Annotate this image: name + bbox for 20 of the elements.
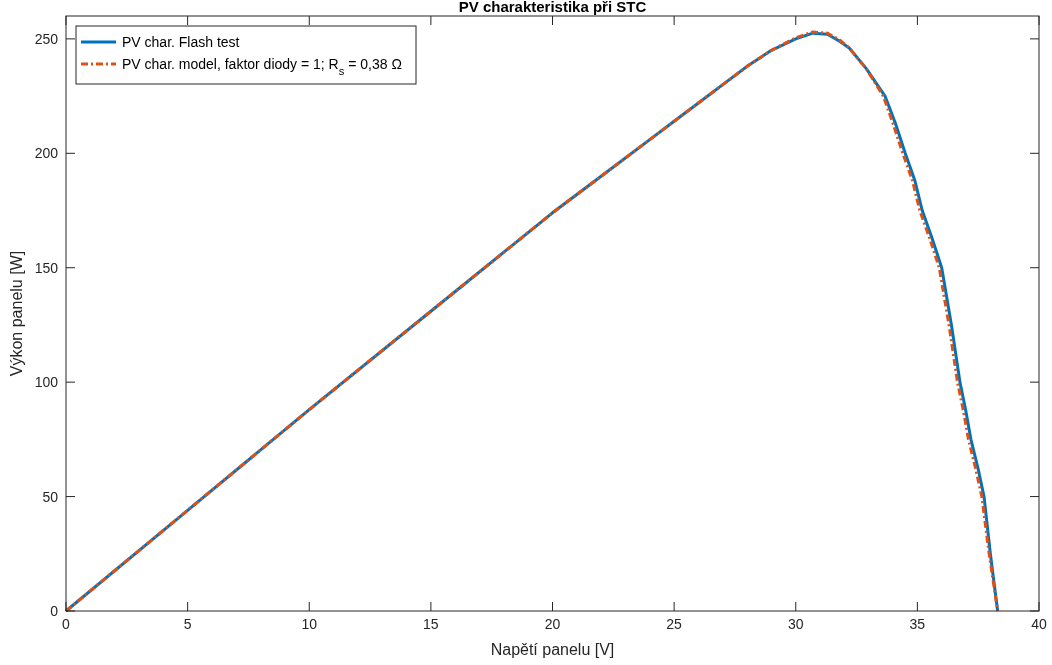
x-tick-label: 10 [301, 616, 318, 632]
x-tick-label: 15 [423, 616, 439, 632]
y-tick-label: 250 [34, 30, 59, 47]
y-tick-label: 200 [34, 145, 59, 162]
chart-title: PV charakteristika při STC [458, 0, 647, 15]
x-tick-label: 20 [544, 616, 561, 632]
x-tick-label: 40 [1031, 616, 1047, 632]
y-tick-label: 150 [34, 259, 59, 276]
x-tick-label: 35 [909, 616, 926, 632]
x-tick-label: 0 [62, 616, 71, 632]
y-axis-title: Výkon panelu [W] [8, 250, 25, 377]
x-tick-label: 30 [787, 616, 804, 632]
legend-label: PV char. Flash test [122, 34, 240, 50]
y-tick-label: 100 [34, 374, 59, 391]
legend-label: PV char. model, faktor diody = 1; R$_{s}$ = 0,38 Ω [122, 56, 402, 77]
x-axis-title: Napětí panelu [V] [490, 641, 615, 658]
x-tick-label: 5 [183, 616, 192, 632]
y-tick-label: 50 [42, 488, 59, 505]
x-tick-label: 25 [666, 616, 683, 632]
y-tick-label: 0 [50, 603, 59, 619]
